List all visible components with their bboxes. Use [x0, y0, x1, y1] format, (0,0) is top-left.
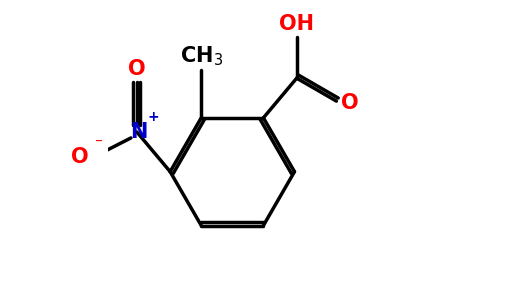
Text: OH: OH: [279, 14, 314, 34]
Text: O: O: [71, 147, 89, 167]
Text: ⁻: ⁻: [95, 137, 103, 152]
Text: CH$_3$: CH$_3$: [180, 44, 223, 67]
Text: O: O: [341, 93, 358, 112]
Text: +: +: [147, 110, 159, 124]
Text: O: O: [128, 59, 146, 79]
Text: N: N: [130, 122, 147, 142]
